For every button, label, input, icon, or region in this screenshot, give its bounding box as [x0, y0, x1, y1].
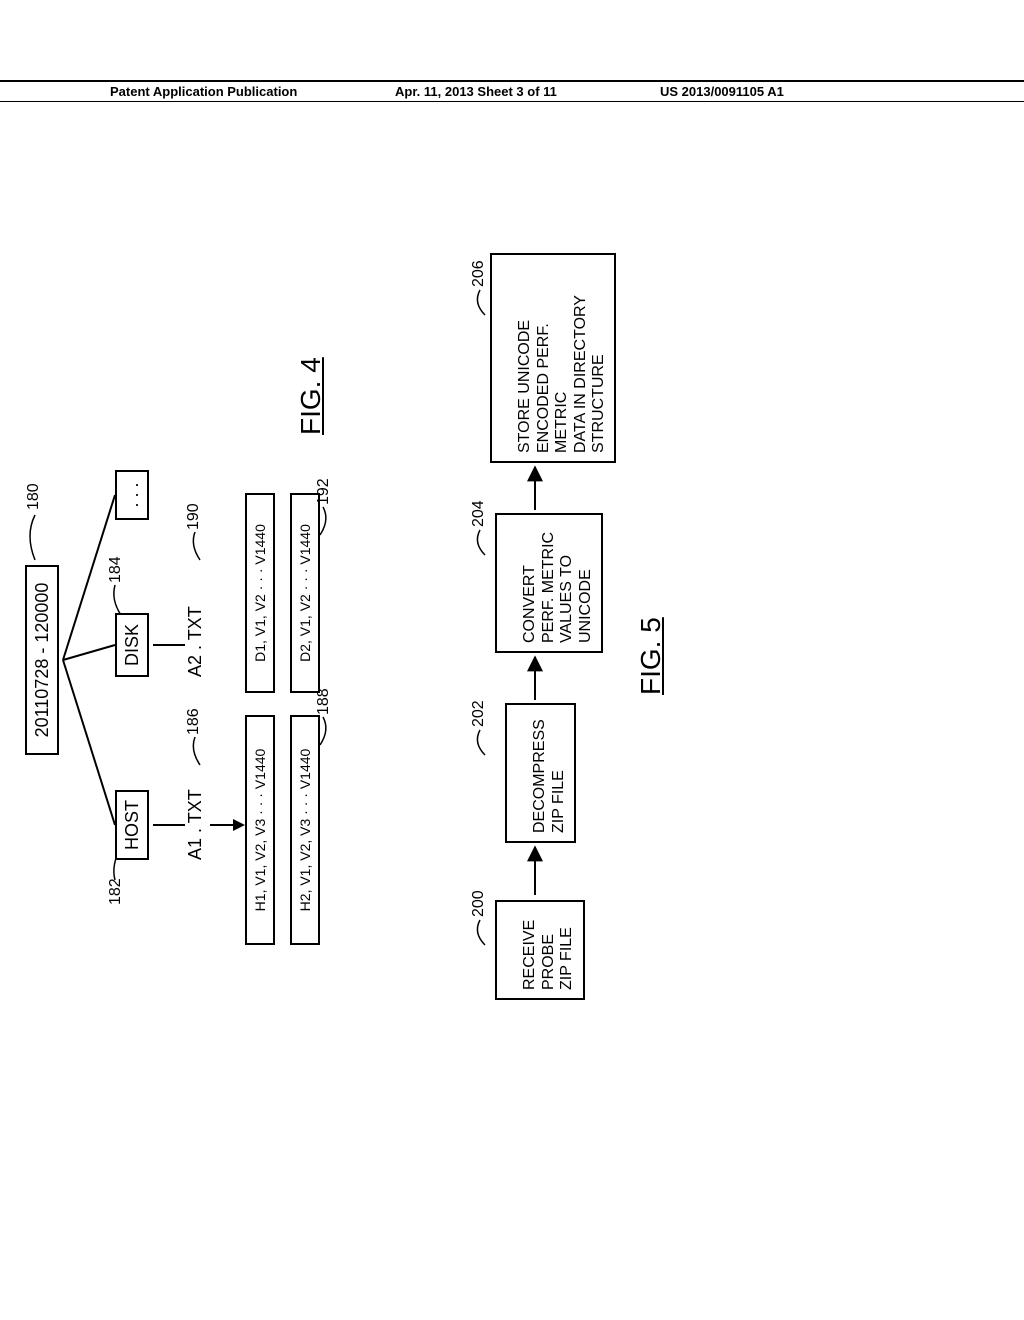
fig5-step-1-text: DECOMPRESS ZIP FILE [531, 719, 566, 833]
fig5-step-0-ref: 200 [470, 890, 488, 917]
fig5-step-2: CONVERT PERF. METRIC VALUES TO UNICODE [495, 513, 603, 653]
fig5-step-3: STORE UNICODE ENCODED PERF. METRIC DATA … [490, 253, 616, 463]
page-header: Patent Application Publication Apr. 11, … [0, 80, 1024, 102]
fig5-step-2-text: CONVERT PERF. METRIC VALUES TO UNICODE [521, 532, 593, 643]
fig5-step-3-text: STORE UNICODE ENCODED PERF. METRIC DATA … [516, 295, 607, 453]
fig5-step-2-ref: 204 [470, 500, 488, 527]
header-mid: Apr. 11, 2013 Sheet 3 of 11 [395, 84, 557, 99]
fig5-step-3-ref: 206 [470, 260, 488, 287]
header-right: US 2013/0091105 A1 [660, 84, 784, 99]
fig5-step-0: RECEIVE PROBE ZIP FILE [495, 900, 585, 1000]
diagram-rotated-container: 20110728 - 120000 180 HOST 182 DISK 184 … [15, 265, 1015, 1055]
fig5-step-1: DECOMPRESS ZIP FILE [505, 703, 576, 843]
header-left: Patent Application Publication [110, 84, 297, 99]
fig5-step-0-text: RECEIVE PROBE ZIP FILE [521, 920, 575, 990]
fig5-step-1-ref: 202 [470, 700, 488, 727]
fig5-figure-label: FIG. 5 [635, 617, 667, 695]
